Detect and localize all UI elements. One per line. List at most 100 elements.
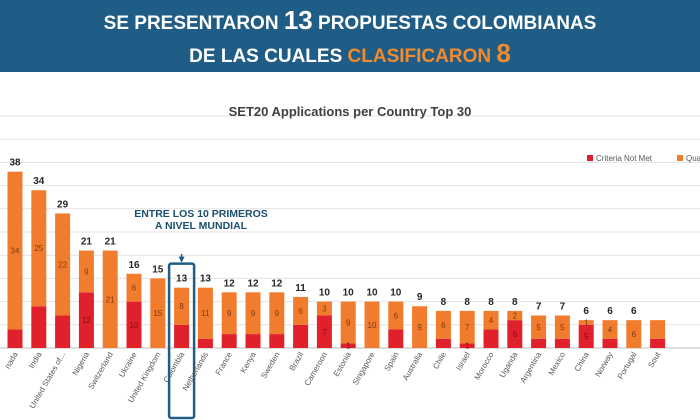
x-tick-label: China (573, 350, 592, 373)
data-label-qualified: 6 (394, 312, 399, 321)
bar-qualified (55, 213, 71, 316)
total-label: 6 (631, 306, 637, 317)
data-label-criteria-not-met: 6 (513, 330, 518, 339)
data-label-qualified: 2 (513, 312, 518, 321)
data-label-qualified: 1 (584, 318, 589, 327)
title-banner: SE PRESENTARON 13 PROPUESTAS COLOMBIANAS… (0, 0, 700, 72)
total-label: 8 (512, 297, 518, 308)
bar-criteria-not-met (650, 338, 666, 348)
bar-qualified (412, 306, 428, 348)
data-label-qualified: 34 (11, 247, 20, 256)
total-label: 7 (560, 302, 566, 313)
bar-qualified (316, 301, 332, 316)
bar-qualified (245, 292, 261, 335)
bar-qualified (31, 190, 47, 307)
bar-criteria-not-met (197, 338, 213, 348)
bar-qualified (174, 287, 190, 325)
total-label: 13 (200, 274, 212, 285)
total-label: 10 (319, 288, 331, 299)
bar-qualified (293, 296, 309, 325)
bar-criteria-not-met (459, 343, 475, 348)
bar-qualified (126, 273, 142, 302)
total-label: 8 (488, 297, 494, 308)
bar-qualified (78, 250, 94, 293)
data-label-qualified: 10 (368, 321, 377, 330)
x-tick-label: nada (3, 350, 20, 370)
x-tick-label: Sout (646, 350, 662, 369)
bar-criteria-not-met (55, 315, 71, 348)
bar-criteria-not-met (554, 338, 570, 348)
x-tick-label: Norway (593, 351, 614, 379)
data-label-criteria-not-met: 1 (465, 342, 470, 351)
x-tick-label: Australia (401, 350, 425, 382)
data-label-criteria-not-met: 5 (584, 332, 589, 341)
bar-qualified (340, 301, 356, 344)
x-tick-label: Singapore (351, 350, 377, 387)
bar-qualified (578, 320, 594, 325)
data-label-qualified: 5 (560, 323, 565, 332)
bar-qualified (459, 310, 475, 344)
x-tick-label: Israel (454, 350, 472, 372)
bar-criteria-not-met (221, 334, 237, 348)
bar-criteria-not-met (340, 343, 356, 348)
bar-criteria-not-met (388, 329, 404, 348)
bar-criteria-not-met (269, 334, 285, 348)
chart: SET20 Applications per Country Top 30 Cri… (0, 104, 700, 420)
banner-line1-prefix: SE PRESENTARON (103, 13, 284, 34)
bar-qualified (269, 292, 285, 335)
x-tick-label: Mexico (547, 350, 568, 377)
bar-criteria-not-met (531, 338, 547, 348)
callout-annotation: ENTRE LOS 10 PRIMEROS A NIVEL MUNDIAL (134, 208, 268, 233)
banner-line2-prefix: DE LAS CUALES (189, 46, 348, 67)
data-label-qualified: 11 (201, 309, 210, 318)
data-label-qualified: 4 (608, 325, 613, 334)
bar-qualified (150, 278, 166, 348)
bar-criteria-not-met (174, 324, 190, 348)
data-label-qualified: 9 (227, 309, 232, 318)
data-label-qualified: 6 (298, 307, 303, 316)
banner-line2-highlight: CLASIFICARON (347, 46, 497, 67)
data-label-qualified: 9 (251, 309, 256, 318)
data-label-qualified: 6 (441, 321, 446, 330)
total-label: 10 (366, 288, 378, 299)
x-tick-label: Uganda (498, 350, 520, 379)
x-tick-label: Switzerland (86, 351, 114, 391)
x-tick-label: Colombia (162, 350, 187, 384)
highlight-box (167, 262, 196, 420)
bar-qualified (197, 287, 213, 339)
data-label-qualified: 8 (179, 302, 184, 311)
total-label: 15 (152, 264, 164, 275)
callout-arrow-head (178, 256, 185, 263)
data-label-criteria-not-met: 10 (130, 321, 139, 330)
legend-swatch-qualified (677, 155, 683, 161)
banner-line-1: SE PRESENTARON 13 PROPUESTAS COLOMBIANAS (0, 7, 700, 33)
bar-criteria-not-met (316, 315, 332, 348)
legend-label-criteria-not-met: Criteria Not Met (596, 154, 653, 163)
bar-criteria-not-met (435, 338, 451, 348)
total-label: 9 (417, 292, 423, 303)
bar-criteria-not-met (31, 306, 47, 348)
banner-line1-suffix: PROPUESTAS COLOMBIANAS (312, 13, 597, 34)
x-tick-label: Argentina (518, 350, 543, 385)
bar-criteria-not-met (126, 301, 142, 348)
bar-criteria-not-met (7, 329, 23, 348)
x-tick-label: Chile (431, 350, 448, 371)
bar-qualified (531, 315, 547, 339)
chart-title: SET20 Applications per Country Top 30 (229, 104, 472, 119)
total-label: 10 (343, 288, 355, 299)
x-tick-label: Ukraine (117, 350, 139, 379)
total-label: 6 (583, 306, 589, 317)
bar-qualified (102, 250, 118, 348)
bar-criteria-not-met (245, 334, 261, 348)
bar-criteria-not-met (578, 324, 594, 348)
total-label: 21 (81, 237, 93, 248)
data-label-qualified: 9 (84, 267, 89, 276)
total-label: 8 (464, 297, 470, 308)
total-label: 21 (105, 237, 117, 248)
total-label: 13 (176, 274, 188, 285)
x-tick-label: Estonia (332, 350, 353, 378)
data-label-qualified: 7 (465, 323, 470, 332)
bar-qualified (435, 310, 451, 339)
x-tick-label: Brazil (288, 350, 306, 372)
data-label-qualified: 3 (322, 305, 327, 314)
